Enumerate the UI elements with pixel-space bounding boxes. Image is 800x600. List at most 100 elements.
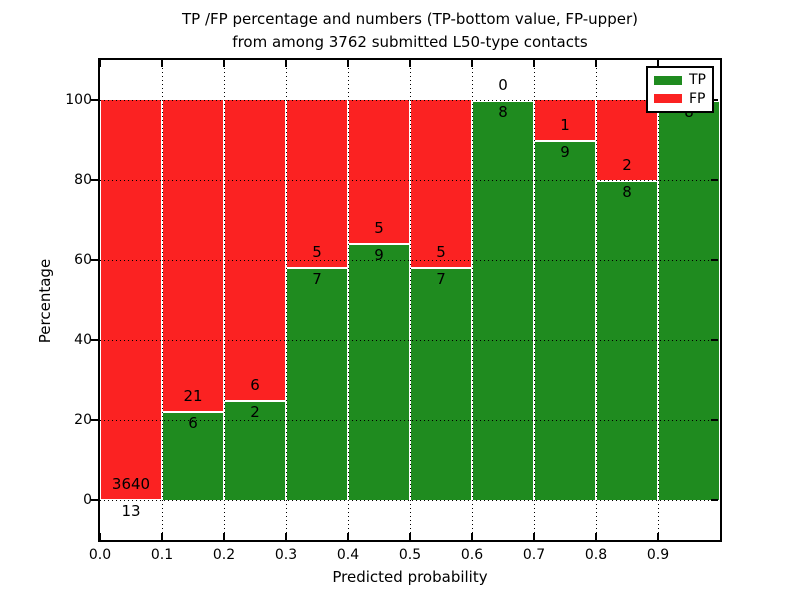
x-tick-label: 0.1: [150, 547, 174, 563]
chart-title: TP /FP percentage and numbers (TP-bottom…: [110, 8, 710, 54]
x-tick-mark: [223, 533, 225, 540]
y-tick-mark: [711, 179, 718, 181]
bar-tp-segment: [100, 498, 162, 501]
y-tick-mark: [711, 499, 718, 501]
x-tick-mark: [161, 533, 163, 540]
legend-tp-label: TP: [689, 72, 706, 89]
bar-fp-count-label: 1: [560, 116, 570, 134]
bar-fp-count-label: 2: [622, 156, 632, 174]
legend-fp-label: FP: [689, 90, 706, 107]
horizontal-gridline: [100, 500, 720, 501]
x-tick-mark: [99, 60, 101, 67]
x-tick-mark: [595, 533, 597, 540]
x-tick-label: 0.6: [460, 547, 484, 563]
y-tick-mark: [91, 339, 98, 341]
bar-fp-count-label: 6: [250, 376, 260, 394]
x-tick-mark: [657, 533, 659, 540]
x-tick-mark: [347, 60, 349, 67]
vertical-gridline: [410, 60, 411, 540]
y-tick-mark: [91, 419, 98, 421]
bar-tp-segment: [658, 100, 720, 500]
x-tick-label: 0.9: [646, 547, 670, 563]
x-tick-mark: [409, 60, 411, 67]
x-tick-mark: [595, 60, 597, 67]
bar-tp-count-label: 8: [498, 103, 508, 121]
bar-fp-segment: [224, 100, 286, 400]
y-tick-mark: [711, 339, 718, 341]
bar-fp-count-label: 5: [436, 242, 446, 261]
vertical-gridline: [224, 60, 225, 540]
vertical-gridline: [658, 60, 659, 540]
x-tick-label: 0.2: [212, 547, 236, 563]
bar-tp-count-label: 8: [622, 183, 632, 201]
x-axis-label: Predicted probability: [332, 568, 488, 586]
bar-tp-segment: [472, 100, 534, 500]
bar-tp-count-label: 9: [374, 245, 384, 264]
y-tick-mark: [91, 259, 98, 261]
y-tick-label: 60: [74, 252, 92, 268]
y-tick-mark: [711, 99, 718, 101]
bar-tp-segment: [410, 266, 472, 500]
y-tick-label: 0: [83, 492, 92, 508]
bar-tp-count-label: 2: [250, 403, 260, 421]
horizontal-gridline: [100, 100, 720, 101]
bar-fp-count-label: 3640: [111, 474, 151, 493]
x-tick-label: 0.3: [274, 547, 298, 563]
y-tick-mark: [91, 499, 98, 501]
x-tick-label: 0.0: [88, 547, 112, 563]
horizontal-gridline: [100, 340, 720, 341]
bar-fp-count-label: 5: [312, 242, 322, 261]
bar-tp-count-label: 13: [121, 501, 141, 520]
bar-tp-count-label: 9: [560, 143, 570, 161]
bar-tp-count-label: 7: [436, 269, 446, 288]
bar-fp-segment: [410, 100, 472, 267]
legend-tp-swatch-icon: [654, 75, 682, 85]
x-tick-label: 0.5: [398, 547, 422, 563]
x-tick-mark: [533, 60, 535, 67]
x-tick-mark: [347, 533, 349, 540]
bar-fp-count-label: 0: [498, 76, 508, 94]
y-axis-label: Percentage: [36, 258, 54, 344]
chart-title-line1: TP /FP percentage and numbers (TP-bottom…: [182, 10, 638, 28]
legend-entry-tp: TP: [654, 73, 706, 87]
bar-fp-count-label: 5: [374, 218, 384, 237]
y-tick-label: 20: [74, 412, 92, 428]
vertical-gridline: [596, 60, 597, 540]
x-tick-mark: [161, 60, 163, 67]
y-tick-label: 40: [74, 332, 92, 348]
bar-tp-count-label: 6: [188, 414, 198, 433]
bar-fp-segment: [162, 100, 224, 412]
legend-fp-swatch-icon: [654, 94, 682, 104]
chart-title-line2: from among 3762 submitted L50-type conta…: [232, 33, 588, 51]
vertical-gridline: [162, 60, 163, 540]
bar-tp-segment: [534, 140, 596, 500]
y-tick-mark: [91, 99, 98, 101]
y-tick-mark: [91, 179, 98, 181]
x-tick-label: 0.7: [522, 547, 546, 563]
bar-fp-segment: [286, 100, 348, 267]
vertical-gridline: [348, 60, 349, 540]
x-tick-mark: [471, 533, 473, 540]
horizontal-gridline: [100, 420, 720, 421]
legend: TP FP: [646, 66, 714, 113]
y-tick-label: 100: [65, 92, 92, 108]
x-tick-mark: [409, 533, 411, 540]
bar-tp-count-label: 7: [312, 269, 322, 288]
bar-tp-segment: [224, 400, 286, 500]
x-tick-mark: [471, 60, 473, 67]
horizontal-gridline: [100, 180, 720, 181]
y-tick-label: 80: [74, 172, 92, 188]
x-tick-mark: [533, 533, 535, 540]
vertical-gridline: [534, 60, 535, 540]
bar-tp-segment: [286, 266, 348, 500]
vertical-gridline: [286, 60, 287, 540]
y-tick-mark: [711, 259, 718, 261]
vertical-gridline: [472, 60, 473, 540]
legend-entry-fp: FP: [654, 92, 706, 106]
x-tick-mark: [285, 533, 287, 540]
horizontal-gridline: [100, 260, 720, 261]
x-tick-mark: [99, 533, 101, 540]
x-tick-label: 0.8: [584, 547, 608, 563]
x-tick-mark: [223, 60, 225, 67]
